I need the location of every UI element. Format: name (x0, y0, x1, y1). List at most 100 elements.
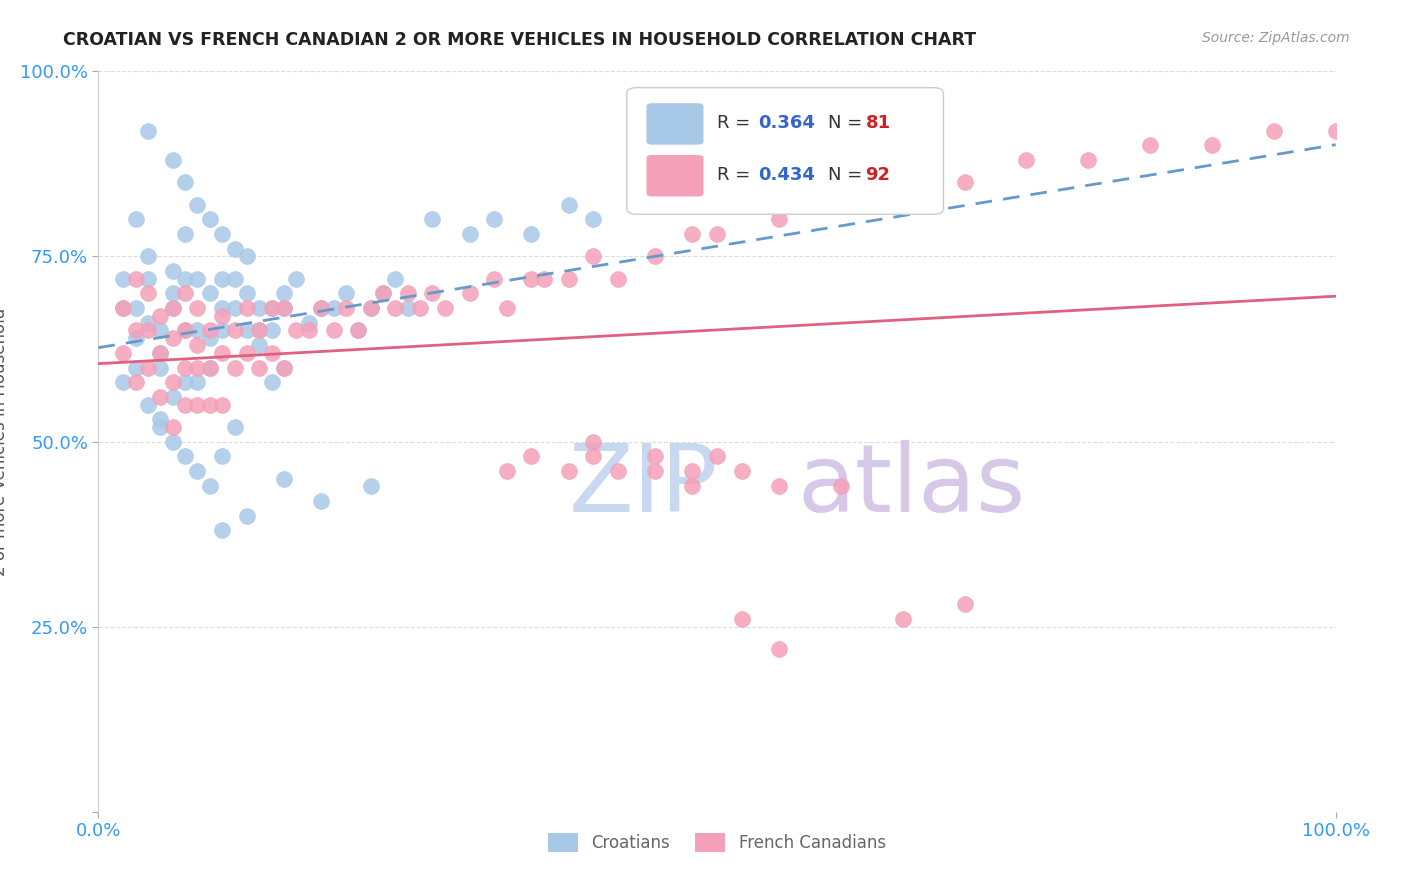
Point (211, 345, 233, 359)
Point (273, 301, 295, 316)
Point (706, 227, 728, 242)
Point (224, 242, 246, 256)
Point (112, 271, 135, 285)
Point (174, 360, 197, 375)
Text: 92: 92 (866, 166, 890, 184)
Point (162, 301, 184, 316)
Point (347, 324, 370, 338)
Point (247, 324, 270, 338)
Point (162, 286, 184, 301)
Point (768, 641, 790, 656)
Point (484, 212, 506, 227)
Point (224, 360, 246, 375)
Text: N =: N = (828, 166, 869, 184)
Point (1015, 153, 1038, 168)
Point (136, 250, 159, 264)
Point (768, 479, 790, 493)
Point (174, 324, 197, 338)
Point (124, 376, 146, 390)
Point (124, 360, 146, 375)
Point (247, 324, 270, 338)
Point (162, 153, 184, 168)
Point (1263, 123, 1285, 137)
Point (260, 301, 283, 316)
Point (1201, 138, 1223, 153)
Point (484, 271, 506, 285)
Point (211, 450, 233, 464)
Point (236, 301, 259, 316)
Text: R =: R = (717, 114, 756, 132)
Point (335, 301, 357, 316)
Point (162, 419, 184, 434)
Point (174, 286, 197, 301)
Point (198, 324, 221, 338)
Point (309, 301, 332, 316)
Point (211, 324, 233, 338)
Text: ZIP: ZIP (568, 440, 718, 532)
Point (186, 324, 208, 338)
Point (198, 331, 221, 345)
Point (582, 450, 605, 464)
Point (112, 345, 135, 359)
Point (247, 301, 270, 316)
Point (384, 271, 406, 285)
Point (198, 360, 221, 375)
Point (731, 612, 754, 626)
Point (582, 250, 605, 264)
Point (768, 212, 790, 227)
Point (186, 197, 208, 211)
Point (273, 360, 295, 375)
Point (162, 331, 184, 345)
Point (124, 331, 146, 345)
FancyBboxPatch shape (647, 155, 703, 196)
Point (681, 464, 703, 478)
Point (360, 479, 382, 493)
Point (520, 450, 543, 464)
Legend: Croatians, French Canadians: Croatians, French Canadians (541, 826, 893, 859)
Point (582, 212, 605, 227)
Point (433, 301, 456, 316)
Point (731, 464, 754, 478)
Point (322, 301, 344, 316)
Point (149, 345, 172, 359)
Point (136, 324, 159, 338)
Point (112, 301, 135, 316)
Point (681, 479, 703, 493)
Point (360, 301, 382, 316)
Point (384, 301, 406, 316)
Point (260, 376, 283, 390)
Point (273, 286, 295, 301)
Y-axis label: 2 or more Vehicles in Household: 2 or more Vehicles in Household (0, 308, 8, 575)
Point (174, 324, 197, 338)
Point (236, 286, 259, 301)
Text: CROATIAN VS FRENCH CANADIAN 2 OR MORE VEHICLES IN HOUSEHOLD CORRELATION CHART: CROATIAN VS FRENCH CANADIAN 2 OR MORE VE… (63, 31, 976, 49)
Point (162, 301, 184, 316)
Point (198, 286, 221, 301)
Point (198, 479, 221, 493)
Point (136, 123, 159, 137)
Point (211, 398, 233, 412)
Point (422, 212, 444, 227)
Point (953, 598, 976, 612)
Point (1324, 123, 1347, 137)
Point (224, 271, 246, 285)
Point (174, 175, 197, 190)
Point (396, 301, 419, 316)
Point (891, 175, 914, 190)
Point (260, 301, 283, 316)
Point (830, 479, 852, 493)
Point (644, 450, 666, 464)
Point (322, 324, 344, 338)
Point (557, 464, 579, 478)
Point (396, 286, 419, 301)
Point (149, 309, 172, 323)
Point (149, 345, 172, 359)
Point (198, 360, 221, 375)
Point (309, 493, 332, 508)
Point (273, 360, 295, 375)
Point (495, 464, 517, 478)
Point (458, 286, 481, 301)
Point (186, 398, 208, 412)
Text: atlas: atlas (797, 440, 1026, 532)
Point (124, 301, 146, 316)
